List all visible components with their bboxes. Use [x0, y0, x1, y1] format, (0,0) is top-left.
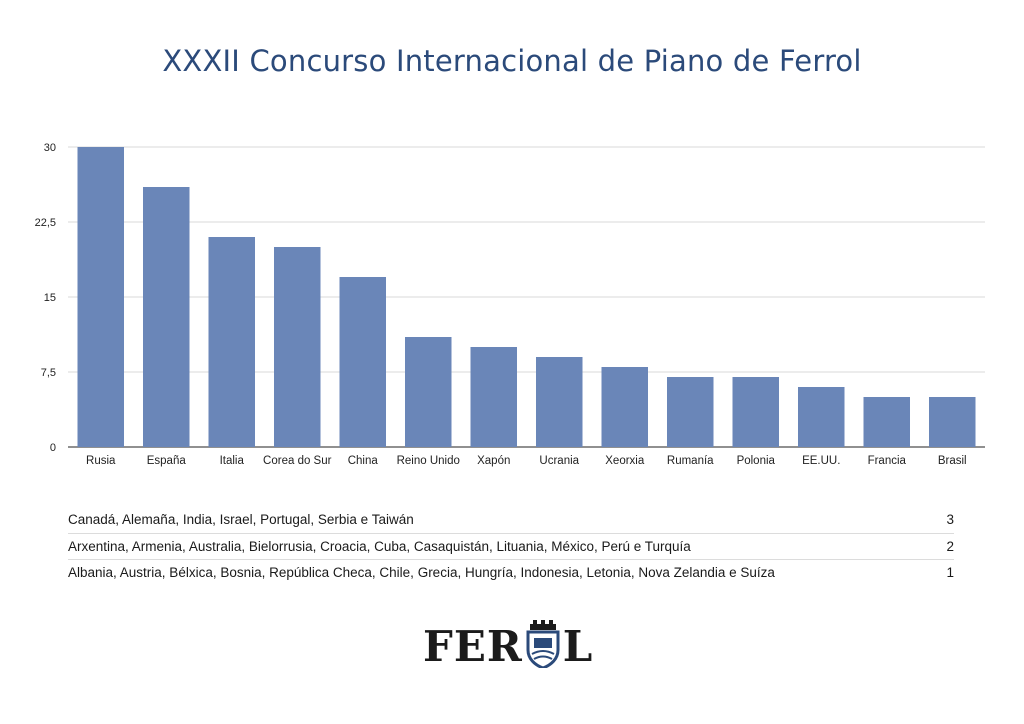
- y-tick-label: 0: [50, 442, 56, 454]
- bar: [666, 377, 714, 447]
- x-tick-label: Reino Unido: [397, 455, 460, 467]
- bar: [273, 247, 321, 447]
- ferrol-coat-of-arms-icon: [526, 620, 560, 668]
- x-tick-label: Francia: [868, 455, 907, 467]
- y-tick-label: 30: [44, 142, 56, 154]
- x-tick-label: Corea do Sur: [263, 455, 332, 467]
- participant-count: 2: [946, 538, 954, 554]
- x-tick-label: España: [147, 455, 187, 467]
- y-tick-label: 7,5: [41, 367, 56, 379]
- x-tick-label: China: [348, 455, 379, 467]
- table-row: Arxentina, Armenia, Australia, Bielorrus…: [68, 532, 954, 560]
- bar: [404, 337, 452, 447]
- x-tick-label: Xapón: [477, 455, 510, 467]
- x-tick-label: Rusia: [86, 455, 116, 467]
- participant-count: 1: [946, 565, 954, 581]
- table-row: Canadá, Alemaña, India, Israel, Portugal…: [68, 507, 954, 533]
- bar-chart: 0 7,5 15 22,5 30 Rusia España Italia Corea do Su…: [35, 142, 985, 467]
- x-tick-label: Ucrania: [539, 455, 579, 467]
- countries-list: Canadá, Alemaña, India, Israel, Portugal…: [68, 512, 414, 528]
- x-tick-label: Brasil: [938, 455, 967, 467]
- logo-text-right: L: [562, 622, 594, 671]
- bar: [601, 367, 649, 447]
- bar: [863, 397, 911, 447]
- ferrol-logo: FER L: [423, 618, 593, 668]
- bar: [208, 237, 256, 447]
- bar: [142, 187, 190, 447]
- table-row: Albania, Austria, Bélxica, Bosnia, Repúb…: [68, 559, 954, 586]
- x-tick-label: Rumanía: [667, 455, 714, 467]
- bar: [470, 347, 518, 447]
- x-tick-label: EE.UU.: [802, 455, 840, 467]
- x-tick-label: Xeorxia: [605, 455, 645, 467]
- bar: [797, 387, 845, 447]
- countries-list: Arxentina, Armenia, Australia, Bielorrus…: [68, 538, 691, 554]
- bar: [339, 277, 387, 447]
- bar: [535, 357, 583, 447]
- remaining-countries-table: Canadá, Alemaña, India, Israel, Portugal…: [68, 507, 954, 586]
- bar: [77, 147, 125, 447]
- countries-list: Albania, Austria, Bélxica, Bosnia, Repúb…: [68, 565, 775, 581]
- logo-text-left: FER: [423, 622, 523, 671]
- y-tick-label: 22,5: [35, 217, 56, 229]
- participant-count: 3: [946, 512, 954, 528]
- y-tick-label: 15: [44, 292, 56, 304]
- bar: [732, 377, 780, 447]
- chart-title: XXXII Concurso Internacional de Piano de…: [162, 44, 862, 78]
- x-tick-label: Italia: [220, 455, 245, 467]
- bar: [928, 397, 976, 447]
- x-tick-label: Polonia: [737, 455, 776, 467]
